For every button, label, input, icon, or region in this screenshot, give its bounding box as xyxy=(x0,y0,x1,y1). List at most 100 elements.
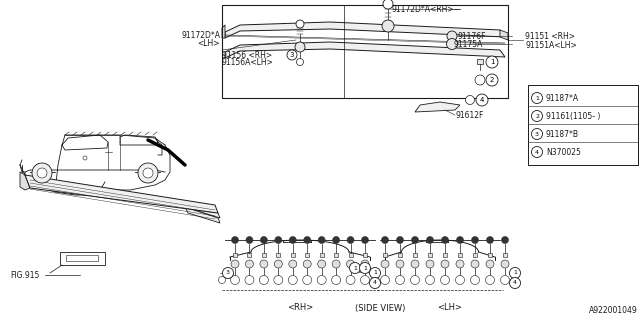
Text: 1: 1 xyxy=(353,266,357,270)
Polygon shape xyxy=(25,175,218,213)
Circle shape xyxy=(486,276,495,284)
Circle shape xyxy=(476,94,488,106)
Circle shape xyxy=(218,276,225,284)
Bar xyxy=(458,253,462,257)
Text: 4: 4 xyxy=(535,149,539,155)
Circle shape xyxy=(412,236,419,244)
Text: 91172D*A: 91172D*A xyxy=(181,30,220,39)
Circle shape xyxy=(502,236,509,244)
Circle shape xyxy=(289,236,296,244)
Circle shape xyxy=(360,276,369,284)
Circle shape xyxy=(332,260,340,268)
Text: 91151A<LH>: 91151A<LH> xyxy=(525,41,577,50)
Text: 1: 1 xyxy=(363,266,367,270)
Circle shape xyxy=(303,276,312,284)
Circle shape xyxy=(383,0,393,9)
Text: 4: 4 xyxy=(513,281,517,285)
Circle shape xyxy=(349,262,360,274)
Circle shape xyxy=(500,276,509,284)
Bar xyxy=(477,59,483,64)
Text: <LH>: <LH> xyxy=(198,38,220,47)
Circle shape xyxy=(333,236,340,244)
Circle shape xyxy=(486,236,493,244)
Circle shape xyxy=(230,276,239,284)
Circle shape xyxy=(509,268,520,278)
Text: 91612F: 91612F xyxy=(455,110,483,119)
Bar xyxy=(291,253,295,257)
Text: 2: 2 xyxy=(490,77,494,83)
Circle shape xyxy=(347,236,354,244)
Circle shape xyxy=(456,236,463,244)
Bar xyxy=(319,253,324,257)
Circle shape xyxy=(304,236,311,244)
Circle shape xyxy=(486,260,494,268)
Polygon shape xyxy=(415,102,460,112)
Circle shape xyxy=(37,168,47,178)
Bar xyxy=(334,253,338,257)
Text: 1: 1 xyxy=(490,59,494,65)
Circle shape xyxy=(143,168,153,178)
Circle shape xyxy=(138,163,158,183)
Circle shape xyxy=(426,276,435,284)
Circle shape xyxy=(369,268,381,278)
Circle shape xyxy=(317,276,326,284)
Text: 91172D*A<RH>—: 91172D*A<RH>— xyxy=(391,4,461,13)
Circle shape xyxy=(410,276,419,284)
Circle shape xyxy=(260,236,268,244)
Circle shape xyxy=(465,95,474,105)
Circle shape xyxy=(32,163,52,183)
Circle shape xyxy=(223,268,234,278)
Bar xyxy=(349,253,353,257)
Circle shape xyxy=(396,260,404,268)
Text: (SIDE VIEW): (SIDE VIEW) xyxy=(355,303,405,313)
Circle shape xyxy=(472,236,479,244)
Text: 1: 1 xyxy=(513,270,517,276)
Bar xyxy=(383,253,387,257)
Circle shape xyxy=(486,56,498,68)
Bar xyxy=(248,253,252,257)
Polygon shape xyxy=(225,22,505,38)
Text: A922001049: A922001049 xyxy=(589,306,638,315)
Circle shape xyxy=(289,260,297,268)
Text: 91156A<LH>: 91156A<LH> xyxy=(222,58,274,67)
Circle shape xyxy=(396,276,404,284)
Text: <RH>: <RH> xyxy=(287,303,313,313)
Circle shape xyxy=(259,276,268,284)
Circle shape xyxy=(361,260,369,268)
Circle shape xyxy=(246,236,253,244)
Circle shape xyxy=(470,276,479,284)
Circle shape xyxy=(531,147,543,157)
Text: 2: 2 xyxy=(535,114,539,118)
Bar xyxy=(222,5,508,98)
Circle shape xyxy=(426,260,434,268)
Circle shape xyxy=(83,156,87,160)
Text: 1: 1 xyxy=(373,270,377,276)
Circle shape xyxy=(317,260,326,268)
Circle shape xyxy=(296,20,304,28)
Circle shape xyxy=(471,260,479,268)
Circle shape xyxy=(441,260,449,268)
Circle shape xyxy=(426,236,433,244)
Text: 3: 3 xyxy=(535,132,539,137)
Polygon shape xyxy=(185,207,220,223)
Polygon shape xyxy=(500,30,508,40)
Circle shape xyxy=(362,236,369,244)
Circle shape xyxy=(531,129,543,140)
Text: 4: 4 xyxy=(373,281,377,285)
Text: 91187*B: 91187*B xyxy=(546,130,579,139)
Polygon shape xyxy=(222,25,225,38)
Circle shape xyxy=(232,236,239,244)
Circle shape xyxy=(447,38,458,50)
Circle shape xyxy=(509,277,520,289)
Circle shape xyxy=(360,262,371,274)
Polygon shape xyxy=(60,252,105,265)
Polygon shape xyxy=(20,172,30,190)
Circle shape xyxy=(381,260,389,268)
Circle shape xyxy=(296,59,303,66)
Bar xyxy=(359,266,364,272)
Bar xyxy=(66,255,98,261)
Circle shape xyxy=(456,276,465,284)
Circle shape xyxy=(531,92,543,103)
Text: FIG.915: FIG.915 xyxy=(10,270,40,279)
Bar xyxy=(276,253,280,257)
